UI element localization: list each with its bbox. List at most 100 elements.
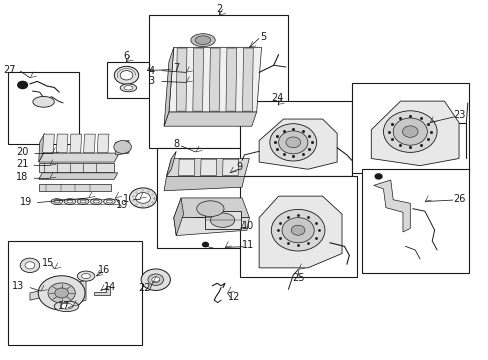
Text: 6: 6 <box>123 51 129 61</box>
Text: 23: 23 <box>452 111 464 121</box>
Polygon shape <box>70 134 81 153</box>
Text: 25: 25 <box>291 273 304 283</box>
Text: 21: 21 <box>16 159 28 169</box>
Ellipse shape <box>114 140 131 153</box>
Polygon shape <box>94 286 110 296</box>
Ellipse shape <box>278 131 307 154</box>
Ellipse shape <box>55 288 68 298</box>
Bar <box>39 184 111 192</box>
Polygon shape <box>192 48 203 111</box>
Ellipse shape <box>285 137 300 148</box>
Ellipse shape <box>67 200 73 203</box>
Text: 14: 14 <box>104 282 116 292</box>
Text: 5: 5 <box>260 32 265 41</box>
Bar <box>204 211 241 229</box>
Text: 17: 17 <box>58 301 70 311</box>
Text: 15: 15 <box>42 258 55 268</box>
Polygon shape <box>163 47 173 126</box>
Polygon shape <box>39 173 118 179</box>
Polygon shape <box>97 134 109 153</box>
Text: 24: 24 <box>271 93 283 103</box>
Ellipse shape <box>269 124 316 161</box>
Ellipse shape <box>114 66 139 84</box>
Ellipse shape <box>196 201 224 217</box>
Circle shape <box>202 242 208 247</box>
Ellipse shape <box>103 199 115 204</box>
Ellipse shape <box>392 118 427 145</box>
Polygon shape <box>116 140 129 155</box>
Text: 8: 8 <box>173 139 179 149</box>
Bar <box>239 176 356 277</box>
Polygon shape <box>173 198 183 235</box>
Polygon shape <box>173 218 249 235</box>
Text: 19: 19 <box>20 197 32 207</box>
Ellipse shape <box>291 225 305 235</box>
Polygon shape <box>163 112 256 126</box>
Ellipse shape <box>77 271 95 281</box>
Ellipse shape <box>106 200 112 203</box>
Polygon shape <box>373 180 409 232</box>
Ellipse shape <box>48 283 75 303</box>
Circle shape <box>18 81 27 89</box>
Ellipse shape <box>190 34 215 46</box>
Polygon shape <box>209 48 220 111</box>
Ellipse shape <box>60 303 73 309</box>
Ellipse shape <box>77 199 89 204</box>
Ellipse shape <box>124 86 133 90</box>
Polygon shape <box>39 134 44 162</box>
Polygon shape <box>242 48 253 111</box>
Bar <box>157 148 273 248</box>
Bar <box>107 62 156 98</box>
Ellipse shape <box>38 276 85 310</box>
Bar <box>239 101 351 176</box>
Polygon shape <box>370 101 458 166</box>
Ellipse shape <box>90 199 102 204</box>
Bar <box>351 83 468 173</box>
Ellipse shape <box>152 277 159 283</box>
Polygon shape <box>173 198 249 218</box>
Ellipse shape <box>120 84 137 92</box>
Text: 10: 10 <box>242 221 254 231</box>
Text: 4: 4 <box>148 66 155 76</box>
Polygon shape <box>30 286 61 300</box>
Bar <box>39 163 114 172</box>
Polygon shape <box>166 158 249 176</box>
Text: 3: 3 <box>148 76 155 86</box>
Text: 11: 11 <box>242 240 254 250</box>
Polygon shape <box>61 280 86 307</box>
Ellipse shape <box>80 200 86 203</box>
Text: 2: 2 <box>216 4 222 14</box>
Ellipse shape <box>81 274 90 279</box>
Text: 12: 12 <box>227 292 240 302</box>
Polygon shape <box>42 134 54 153</box>
Ellipse shape <box>136 193 150 203</box>
Ellipse shape <box>141 269 170 291</box>
Polygon shape <box>39 153 119 162</box>
Bar <box>149 15 288 148</box>
Text: 20: 20 <box>17 147 29 157</box>
Ellipse shape <box>282 218 314 243</box>
Ellipse shape <box>195 36 210 44</box>
Ellipse shape <box>64 199 76 204</box>
Bar <box>361 169 468 273</box>
Ellipse shape <box>54 301 79 312</box>
Polygon shape <box>259 196 341 268</box>
Text: 13: 13 <box>12 281 24 291</box>
Circle shape <box>374 174 381 179</box>
Text: 9: 9 <box>236 162 242 172</box>
Polygon shape <box>222 159 238 176</box>
Text: 26: 26 <box>452 194 464 204</box>
Ellipse shape <box>93 200 99 203</box>
Ellipse shape <box>402 126 417 137</box>
Bar <box>8 72 79 144</box>
Text: 22: 22 <box>138 283 150 293</box>
Ellipse shape <box>51 199 62 204</box>
Ellipse shape <box>25 262 35 269</box>
Text: 1: 1 <box>123 194 129 204</box>
Ellipse shape <box>271 210 325 251</box>
Text: 19: 19 <box>115 200 127 210</box>
Polygon shape <box>163 176 244 191</box>
Polygon shape <box>259 119 336 169</box>
Polygon shape <box>56 134 68 153</box>
Text: 7: 7 <box>173 63 179 73</box>
